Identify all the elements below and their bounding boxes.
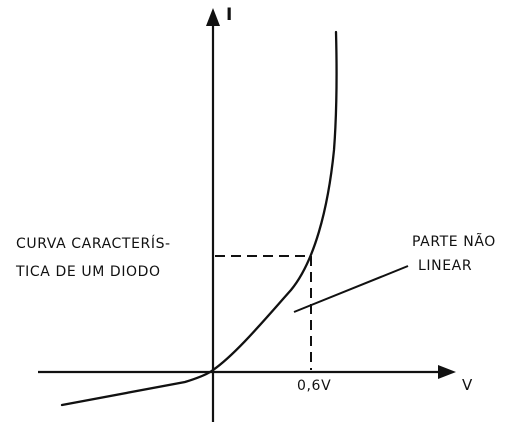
x-axis-arrowhead [438, 365, 456, 379]
annotation-line-1: PARTE NÃO [412, 233, 496, 250]
x-tick-label: 0,6V [297, 378, 331, 394]
description-line-1: CURVA CARACTERÍS- [16, 235, 171, 252]
x-axis-label: V [462, 376, 473, 394]
annotation-line-2: LINEAR [418, 258, 472, 274]
y-axis-arrowhead [206, 8, 220, 26]
diode-curve [60, 30, 338, 407]
annotation-pointer-line [293, 265, 409, 313]
description-line-2: TICA DE UM DIODO [15, 264, 161, 280]
y-axis-label: I [226, 5, 233, 25]
